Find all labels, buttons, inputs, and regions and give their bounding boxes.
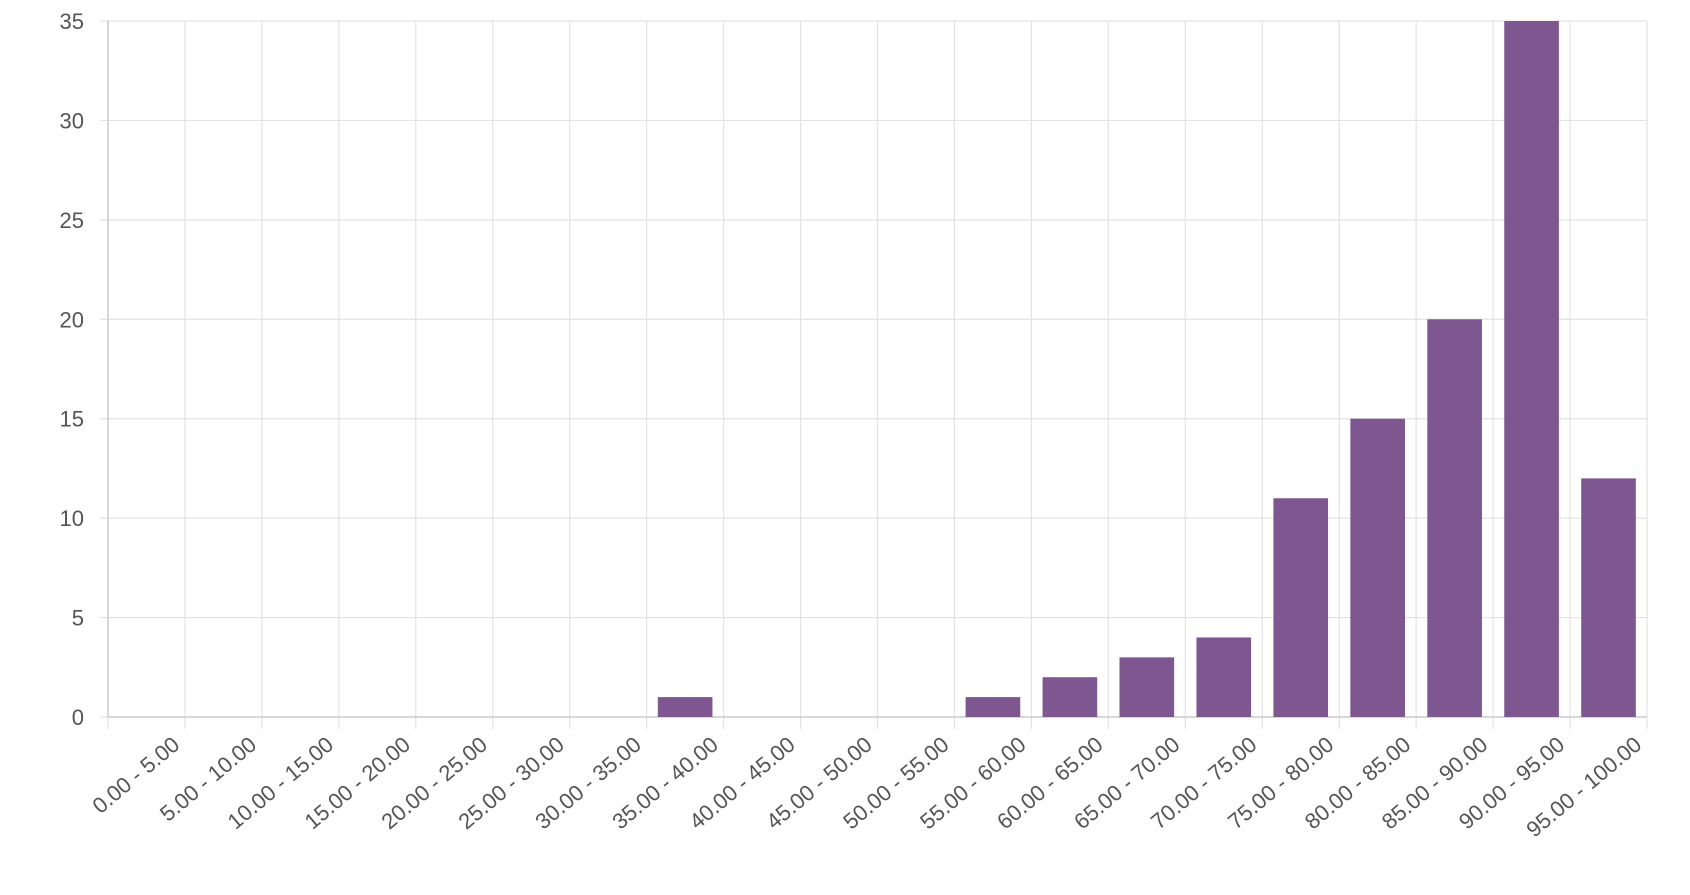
y-tick-label: 15: [60, 407, 84, 432]
bar: [1350, 418, 1405, 717]
bar: [1581, 478, 1636, 717]
bar: [1504, 21, 1559, 717]
y-tick-label: 35: [60, 9, 84, 34]
y-tick-label: 10: [60, 506, 84, 531]
bar: [1427, 319, 1482, 717]
bar: [1273, 498, 1329, 717]
bar: [657, 697, 713, 717]
y-tick-label: 5: [72, 606, 84, 631]
y-tick-label: 30: [60, 108, 84, 133]
y-tick-label: 20: [60, 307, 84, 332]
bar: [965, 697, 1021, 717]
bar: [1119, 657, 1175, 717]
bar: [1042, 677, 1098, 717]
y-tick-label: 25: [60, 208, 84, 233]
y-tick-label: 0: [72, 705, 84, 730]
bar: [1196, 637, 1252, 717]
